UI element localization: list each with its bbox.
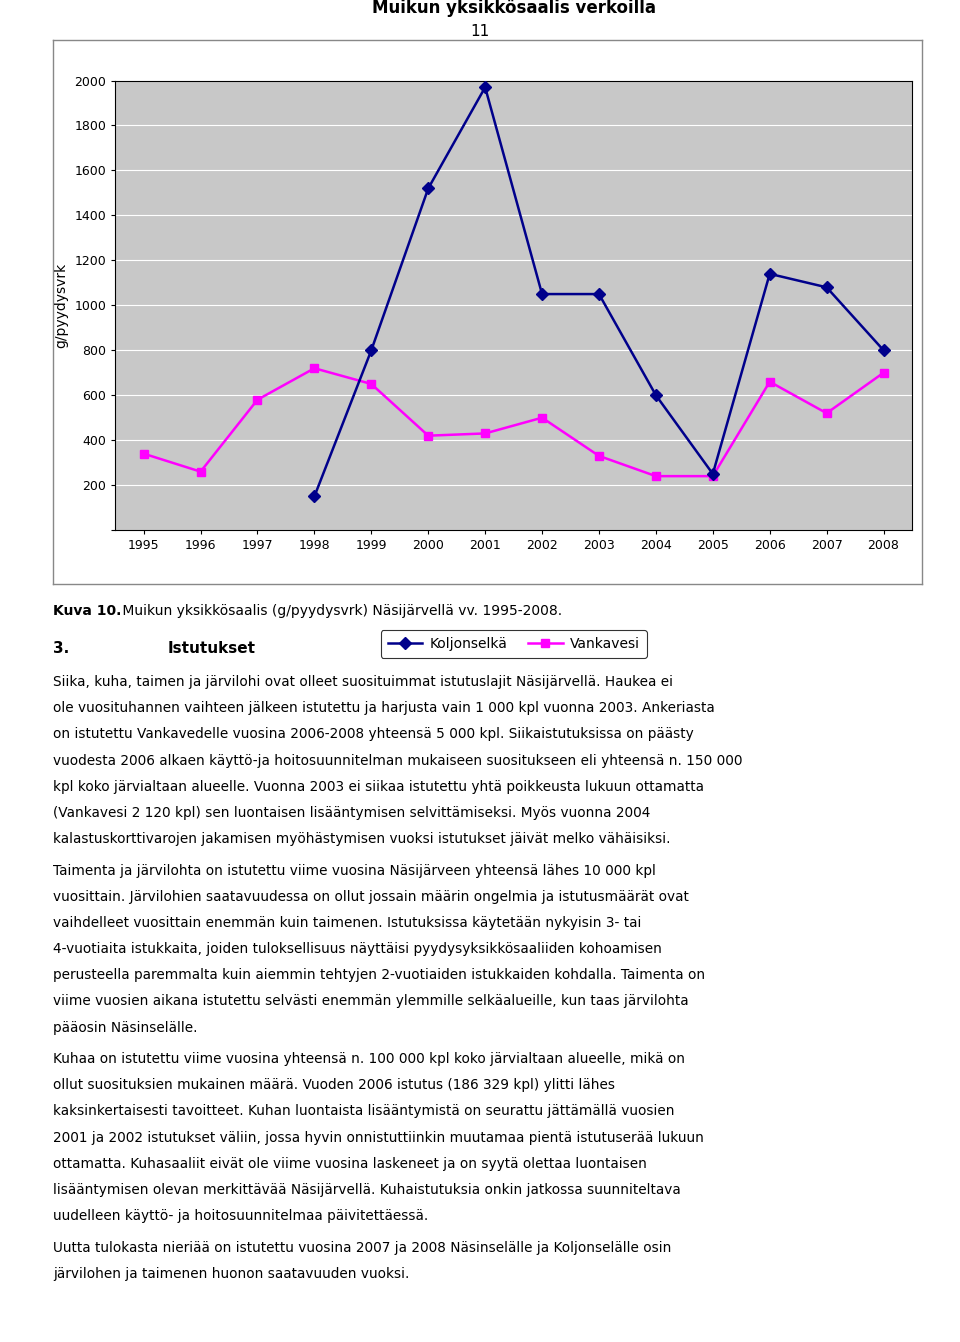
Text: perusteella paremmalta kuin aiemmin tehtyjen 2-vuotiaiden istukkaiden kohdalla. : perusteella paremmalta kuin aiemmin teht… [53, 969, 705, 982]
Legend: Koljonselkä, Vankavesi: Koljonselkä, Vankavesi [380, 631, 647, 658]
Text: (Vankavesi 2 120 kpl) sen luontaisen lisääntymisen selvittämiseksi. Myös vuonna : (Vankavesi 2 120 kpl) sen luontaisen lis… [53, 805, 650, 820]
Text: viime vuosien aikana istutettu selvästi enemmän ylemmille selkäalueille, kun taa: viime vuosien aikana istutettu selvästi … [53, 994, 688, 1008]
Text: 4-vuotiaita istukkaita, joiden tuloksellisuus näyttäisi pyydysyksikkösaaliiden k: 4-vuotiaita istukkaita, joiden tuloksell… [53, 942, 661, 956]
Text: Taimenta ja järvilohta on istutettu viime vuosina Näsijärveen yhteensä lähes 10 : Taimenta ja järvilohta on istutettu viim… [53, 864, 656, 878]
Text: ole vuosituhannen vaihteen jälkeen istutettu ja harjusta vain 1 000 kpl vuonna 2: ole vuosituhannen vaihteen jälkeen istut… [53, 701, 714, 715]
Text: 11: 11 [470, 24, 490, 39]
Text: vuodesta 2006 alkaen käyttö-ja hoitosuunnitelman mukaiseen suositukseen eli yhte: vuodesta 2006 alkaen käyttö-ja hoitosuun… [53, 754, 742, 768]
Text: 3.: 3. [53, 641, 69, 656]
Y-axis label: g/pyydysvrk: g/pyydysvrk [55, 263, 69, 348]
Text: 2001 ja 2002 istutukset väliin, jossa hyvin onnistuttiinkin muutamaa pientä istu: 2001 ja 2002 istutukset väliin, jossa hy… [53, 1131, 704, 1145]
Text: on istutettu Vankavedelle vuosina 2006-2008 yhteensä 5 000 kpl. Siikaistutuksiss: on istutettu Vankavedelle vuosina 2006-2… [53, 727, 693, 741]
Text: ollut suosituksien mukainen määrä. Vuoden 2006 istutus (186 329 kpl) ylitti lähe: ollut suosituksien mukainen määrä. Vuode… [53, 1079, 614, 1092]
Text: Kuva 10.: Kuva 10. [53, 604, 121, 617]
Text: Kuhaa on istutettu viime vuosina yhteensä n. 100 000 kpl koko järvialtaan alueel: Kuhaa on istutettu viime vuosina yhteens… [53, 1052, 684, 1066]
Text: Istutukset: Istutukset [168, 641, 256, 656]
Text: ottamatta. Kuhasaaliit eivät ole viime vuosina laskeneet ja on syytä olettaa luo: ottamatta. Kuhasaaliit eivät ole viime v… [53, 1157, 647, 1170]
Text: vuosittain. Järvilohien saatavuudessa on ollut jossain määrin ongelmia ja istutu: vuosittain. Järvilohien saatavuudessa on… [53, 890, 688, 903]
Text: Siika, kuha, taimen ja järvilohi ovat olleet suosituimmat istutuslajit Näsijärve: Siika, kuha, taimen ja järvilohi ovat ol… [53, 675, 673, 688]
Text: kalastuskorttivarojen jakamisen myöhästymisen vuoksi istutukset jäivät melko väh: kalastuskorttivarojen jakamisen myöhästy… [53, 832, 670, 845]
Text: kpl koko järvialtaan alueelle. Vuonna 2003 ei siikaa istutettu yhtä poikkeusta l: kpl koko järvialtaan alueelle. Vuonna 20… [53, 780, 704, 793]
Text: Uutta tulokasta nieriää on istutettu vuosina 2007 ja 2008 Näsinselälle ja Koljon: Uutta tulokasta nieriää on istutettu vuo… [53, 1241, 671, 1255]
Text: järvilohen ja taimenen huonon saatavuuden vuoksi.: järvilohen ja taimenen huonon saatavuude… [53, 1267, 409, 1280]
Title: Muikun yksikkösaalis verkoilla: Muikun yksikkösaalis verkoilla [372, 0, 656, 16]
Text: kaksinkertaisesti tavoitteet. Kuhan luontaista lisääntymistä on seurattu jättämä: kaksinkertaisesti tavoitteet. Kuhan luon… [53, 1104, 674, 1118]
Text: Muikun yksikkösaalis (g/pyydysvrk) Näsijärvellä vv. 1995-2008.: Muikun yksikkösaalis (g/pyydysvrk) Näsij… [118, 604, 563, 617]
Text: pääosin Näsinselälle.: pääosin Näsinselälle. [53, 1021, 198, 1035]
Text: lisääntymisen olevan merkittävää Näsijärvellä. Kuhaistutuksia onkin jatkossa suu: lisääntymisen olevan merkittävää Näsijär… [53, 1184, 681, 1197]
Text: vaihdelleet vuosittain enemmän kuin taimenen. Istutuksissa käytetään nykyisin 3-: vaihdelleet vuosittain enemmän kuin taim… [53, 917, 641, 930]
Text: uudelleen käyttö- ja hoitosuunnitelmaa päivitettäessä.: uudelleen käyttö- ja hoitosuunnitelmaa p… [53, 1209, 428, 1223]
